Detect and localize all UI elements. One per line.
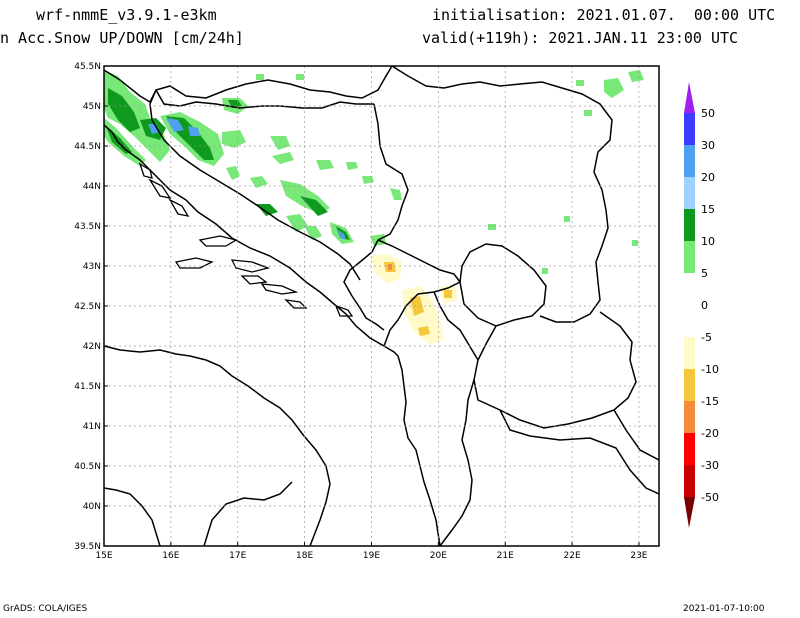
lat-tick-label: 45.5N <box>74 62 101 72</box>
lat-lon-grid <box>104 66 659 546</box>
lon-tick-label: 20E <box>430 551 447 561</box>
variable-title: n Acc.Snow UP/DOWN [cm/24h] <box>0 29 244 47</box>
colorbar-label: 30 <box>701 139 715 152</box>
lat-tick-label: 43N <box>83 262 101 272</box>
lat-tick-label: 45N <box>83 102 101 112</box>
colorbar-band <box>684 465 695 497</box>
lon-tick-label: 15E <box>95 551 112 561</box>
colorbar-band <box>684 273 695 337</box>
colorbar-label: -50 <box>701 491 719 504</box>
lon-tick-label: 17E <box>229 551 246 561</box>
colorbar-label: 15 <box>701 203 715 216</box>
colorbar-label: 5 <box>701 267 708 280</box>
colorbar-label: 20 <box>701 171 715 184</box>
lon-tick-label: 19E <box>363 551 380 561</box>
colorbar-band <box>684 209 695 241</box>
colorbar-band <box>684 177 695 209</box>
dalmatian-islands <box>138 162 354 317</box>
initialisation-time: initialisation: 2021.01.07. 00:00 UTC <box>432 6 776 24</box>
colorbar-top-arrow <box>684 82 695 113</box>
colorbar-label: -20 <box>701 427 719 440</box>
colorbar-band <box>684 369 695 401</box>
colorbar-label: -10 <box>701 363 719 376</box>
grads-credit: GrADS: COLA/IGES <box>3 604 88 614</box>
lat-tick-label: 42.5N <box>74 302 101 312</box>
model-title: wrf-nmmE_v3.9.1-e3km <box>36 6 217 24</box>
colorbar-label: 50 <box>701 107 715 120</box>
valid-time: valid(+119h): 2021.JAN.11 23:00 UTC <box>422 29 739 47</box>
plot-timestamp: 2021-01-07-10:00 <box>683 604 765 614</box>
colorbar-band <box>684 145 695 177</box>
colorbar-label: -30 <box>701 459 719 472</box>
lon-tick-label: 21E <box>497 551 514 561</box>
colorbar-band <box>684 241 695 273</box>
lat-tick-label: 44.5N <box>74 142 101 152</box>
colorbar-label: -15 <box>701 395 719 408</box>
colorbar-band <box>684 337 695 369</box>
lat-tick-label: 39.5N <box>74 542 101 552</box>
snow-accumulation-areas <box>104 70 644 274</box>
colorbar-label: 0 <box>701 299 708 312</box>
colorbar-band <box>684 113 695 145</box>
lat-tick-label: 40.5N <box>74 462 101 472</box>
colorbar-label: -5 <box>701 331 712 344</box>
lat-tick-label: 41.5N <box>74 382 101 392</box>
colorbar-label: 10 <box>701 235 715 248</box>
latitude-labels: 45.5N 45N 44.5N 44N 43.5N 43N 42.5N 42N 41.5N 41N… <box>74 62 108 552</box>
colorbar-bottom-arrow <box>684 497 695 528</box>
lon-tick-label: 16E <box>162 551 179 561</box>
lon-tick-label: 18E <box>296 551 313 561</box>
lat-tick-label: 42N <box>83 342 101 352</box>
lon-tick-label: 22E <box>564 551 581 561</box>
longitude-labels: 15E 16E 17E 18E 19E 20E 21E 22E 23E <box>95 542 648 561</box>
lat-tick-label: 44N <box>83 182 101 192</box>
lat-tick-label: 41N <box>83 422 101 432</box>
lat-tick-label: 43.5N <box>74 222 101 232</box>
colorbar-band <box>684 433 695 465</box>
lat-tick-label: 40N <box>83 502 101 512</box>
lon-tick-label: 23E <box>630 551 647 561</box>
colorbar-band <box>684 401 695 433</box>
